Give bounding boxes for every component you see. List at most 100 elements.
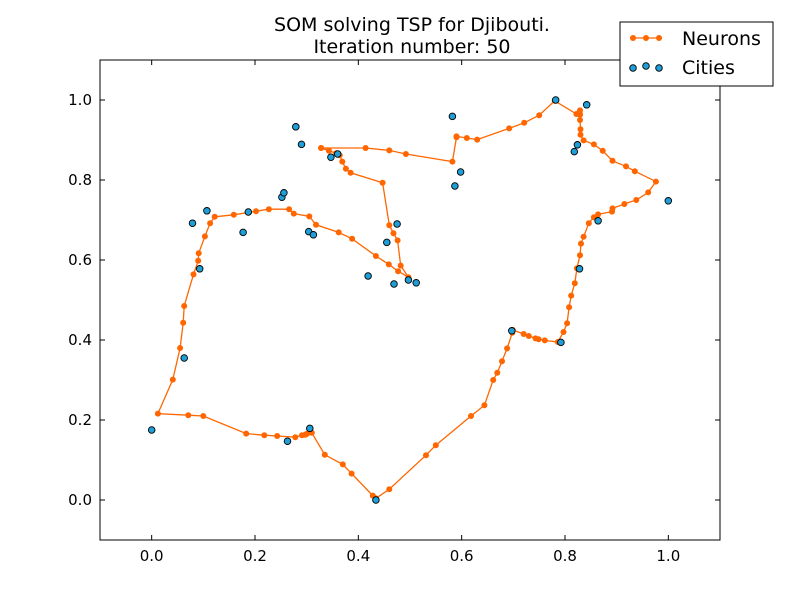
- neuron-point: [390, 230, 397, 237]
- city-point: [664, 197, 673, 205]
- neuron-point: [631, 168, 638, 175]
- y-tick-label: 0.4: [68, 331, 92, 349]
- neuron-point: [201, 233, 208, 240]
- city-point: [456, 168, 465, 176]
- neuron-point: [274, 433, 281, 439]
- city-point: [570, 147, 579, 156]
- legend-neurons-marker: [656, 35, 662, 41]
- neuron-point: [154, 410, 161, 417]
- neuron-point: [385, 261, 392, 268]
- chart-title: SOM solving TSP for Djibouti.: [274, 14, 550, 36]
- neuron-point: [321, 451, 328, 458]
- neuron-point: [481, 402, 488, 409]
- city-point: [327, 153, 335, 161]
- x-tick-label: 0.4: [346, 547, 370, 565]
- legend-cities-marker: [655, 64, 663, 72]
- neuron-point: [577, 117, 583, 123]
- neuron-point: [292, 434, 299, 441]
- neuron-point: [395, 268, 402, 275]
- neuron-point: [494, 369, 501, 376]
- city-point: [147, 426, 156, 434]
- city-point: [508, 327, 516, 335]
- legend: Neurons Cities: [619, 21, 774, 87]
- y-tick-label: 0.6: [68, 251, 92, 269]
- city-point: [575, 265, 584, 273]
- city-point: [188, 219, 197, 227]
- neuron-point: [386, 486, 393, 493]
- neuron-point: [541, 337, 548, 344]
- neuron-point: [386, 222, 393, 229]
- neuron-point: [468, 413, 474, 419]
- neuron-point: [169, 376, 176, 383]
- neuron-point: [318, 145, 325, 151]
- neuron-point: [313, 221, 319, 228]
- x-tick-label: 0.6: [450, 547, 474, 565]
- x-tick-label: 0.0: [140, 547, 164, 565]
- axes: 0.0 0.2 0.4 0.6 0.8 1.0 0.0 0.2 0.4 0.6 0.8 1.0: [68, 60, 720, 565]
- city-point: [412, 279, 420, 287]
- city-point: [292, 123, 300, 131]
- neuron-point: [306, 213, 313, 220]
- neuron-point: [566, 304, 573, 311]
- neuron-point: [339, 158, 346, 165]
- neuron-point: [474, 136, 481, 143]
- neuron-point: [585, 220, 592, 227]
- neuron-point: [577, 252, 583, 259]
- neuron-point: [348, 470, 355, 477]
- neuron-point: [490, 377, 497, 383]
- neuron-point: [243, 430, 250, 437]
- city-point: [195, 265, 204, 273]
- y-tick-label: 0.0: [68, 491, 92, 509]
- neuron-point: [504, 345, 511, 352]
- neuron-point: [578, 240, 584, 247]
- legend-cities-label: Cities: [682, 57, 735, 79]
- neuron-point: [609, 205, 616, 212]
- legend-box: [619, 21, 774, 87]
- neuron-point: [207, 220, 214, 227]
- neuron-point: [609, 157, 616, 164]
- neuron-point: [499, 358, 505, 365]
- neuron-point: [286, 206, 293, 213]
- neuron-point: [599, 147, 606, 154]
- city-point: [551, 96, 560, 104]
- chart-subtitle: Iteration number: 50: [313, 36, 510, 58]
- neuron-point: [520, 331, 527, 337]
- neuron-point: [623, 163, 629, 170]
- neuron-point: [580, 137, 587, 144]
- city-point: [582, 101, 591, 109]
- neuron-point: [347, 169, 354, 176]
- city-point: [594, 217, 602, 225]
- neurons-series: [154, 97, 659, 502]
- neuron-point: [521, 119, 528, 126]
- y-tick-label: 1.0: [68, 91, 92, 109]
- cities-series: [147, 96, 673, 504]
- neuron-point: [463, 135, 470, 141]
- city-point: [557, 338, 565, 347]
- city-point: [390, 280, 398, 288]
- city-point: [309, 231, 318, 239]
- neuron-point: [449, 158, 456, 165]
- neuron-point: [621, 201, 628, 207]
- city-point: [383, 238, 391, 247]
- legend-neurons-label: Neurons: [682, 28, 761, 50]
- neuron-point: [349, 235, 356, 242]
- city-point: [280, 189, 288, 197]
- legend-cities-marker: [642, 62, 650, 70]
- neuron-point: [423, 452, 429, 459]
- x-tick-label: 0.2: [243, 547, 267, 565]
- city-point: [364, 272, 372, 280]
- neuron-point: [190, 271, 197, 278]
- neuron-point: [536, 112, 543, 119]
- city-point: [180, 354, 188, 362]
- neuron-point: [595, 211, 602, 218]
- neuron-point: [253, 208, 259, 215]
- neuron-point: [379, 179, 386, 186]
- city-point: [404, 276, 413, 284]
- neuron-point: [177, 345, 184, 351]
- neuron-point: [180, 319, 187, 326]
- plot-area: [99, 59, 721, 541]
- neuron-point: [590, 141, 597, 148]
- legend-neurons-marker: [643, 35, 649, 41]
- x-tick-label: 0.8: [553, 547, 577, 565]
